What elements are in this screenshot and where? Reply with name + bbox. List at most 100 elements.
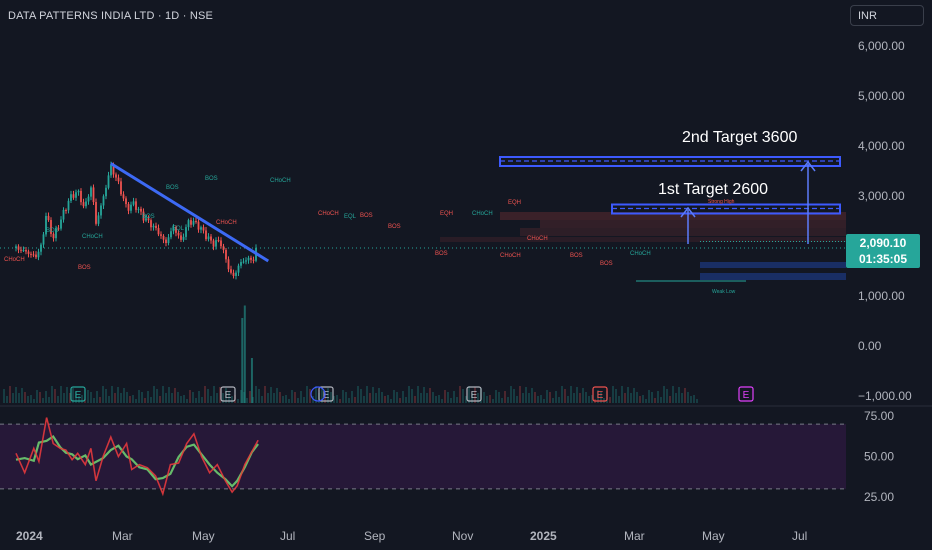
candle-body (232, 272, 235, 276)
smc-label-eqh: EQH (440, 211, 453, 217)
earnings-marker-label: E (597, 390, 604, 401)
candle-body (137, 208, 140, 210)
candle-body (120, 181, 122, 195)
candle-body (117, 177, 120, 182)
candle-body (52, 233, 55, 239)
candle-body (72, 194, 75, 198)
candle-body (47, 215, 50, 221)
candle-body (237, 265, 240, 273)
candle-body (77, 190, 80, 193)
last-price-value: 2,090.10 (859, 236, 907, 250)
smc-label-choch: CHoCH (4, 257, 25, 263)
candle-body (212, 240, 215, 247)
candle-body (197, 221, 200, 230)
smc-label-bos: BOS (78, 265, 91, 271)
earnings-marker (220, 386, 236, 402)
candle-body (160, 234, 162, 236)
price-tick-label: 6,000.00 (858, 39, 905, 53)
smc-label-bos: BOS (142, 214, 155, 220)
candle-body (152, 225, 155, 228)
candle-body (205, 230, 207, 240)
zone-box (440, 237, 846, 242)
last-price-badge: 2,090.10 01:35:05 (846, 234, 920, 268)
candle-body (107, 175, 110, 188)
candle-body (22, 250, 25, 252)
candle-body (157, 228, 160, 235)
time-tick-label: May (702, 529, 725, 543)
time-tick-label: May (192, 529, 215, 543)
target-2-arrowhead (800, 160, 816, 172)
bar-countdown: 01:35:05 (858, 252, 908, 266)
time-tick-label: Mar (112, 529, 133, 543)
candle-body (110, 164, 112, 176)
candle-body (62, 209, 65, 220)
rsi-tick-label: 50.00 (864, 450, 894, 464)
candle-body (27, 251, 30, 254)
zone-box (700, 262, 846, 268)
earnings-marker-label: E (225, 390, 232, 401)
candle-body (80, 190, 82, 203)
candle-body (190, 220, 192, 225)
candle-body (180, 235, 182, 240)
candle-body (225, 249, 227, 260)
candle-body (105, 187, 107, 197)
zone-box (700, 273, 846, 280)
candle-body (135, 201, 137, 210)
price-tick-label: 0.00 (858, 339, 882, 353)
smc-label-eqh: EQH (508, 200, 521, 206)
zone-box (540, 220, 846, 228)
candle-body (252, 259, 255, 261)
candle-body (235, 272, 237, 276)
smc-label-swing: Weak Low (712, 289, 736, 295)
earnings-marker (466, 386, 482, 402)
resistance-trendline (109, 162, 270, 263)
candle-body (155, 225, 157, 229)
smc-label-choch: CHoCH (500, 253, 521, 259)
candle-body (67, 200, 70, 211)
candle-body (192, 221, 195, 225)
candle-body (240, 262, 242, 266)
candle-body (250, 257, 252, 260)
smc-label-choch: CHoCH (472, 211, 493, 217)
candle-body (130, 204, 132, 211)
candle-body (75, 192, 77, 198)
candle-body (70, 194, 72, 201)
candle-body (97, 215, 100, 224)
candle-body (165, 239, 167, 244)
zone-box (520, 228, 846, 236)
candle-body (102, 196, 105, 206)
candle-body (145, 218, 147, 221)
earnings-marker-label: E (743, 390, 750, 401)
earnings-marker (738, 386, 754, 402)
candle-body (55, 228, 57, 239)
candle-body (202, 227, 205, 231)
candle-body (127, 204, 130, 211)
candle-body (170, 231, 172, 238)
candle-body (210, 236, 212, 241)
candle-body (195, 221, 197, 223)
candle-body (95, 202, 97, 224)
candle-body (50, 220, 52, 234)
target-1-label: 1st Target 2600 (658, 181, 768, 198)
price-tick-label: 4,000.00 (858, 139, 905, 153)
smc-label-choch: CHoCH (270, 178, 291, 184)
target-1-arrowhead (680, 206, 696, 218)
candle-body (230, 269, 232, 273)
candle-body (45, 215, 47, 235)
candle-body (37, 251, 40, 258)
currency-selector[interactable]: INR (850, 5, 924, 26)
rsi-ma-line (15, 434, 259, 488)
candle-body (245, 260, 247, 262)
candle-body (20, 249, 22, 251)
candle-body (220, 240, 222, 247)
smc-label-bos: BOS (600, 261, 613, 267)
smc-label-swing: Strong High (708, 199, 735, 205)
time-tick-label: Jul (280, 529, 295, 543)
price-tick-label: 5,000.00 (858, 89, 905, 103)
symbol-title: DATA PATTERNS INDIA LTD · 1D · NSE (8, 10, 214, 22)
candle-body (60, 219, 62, 229)
candle-body (90, 187, 92, 197)
time-tick-label: Sep (364, 529, 386, 543)
candle-body (187, 220, 190, 228)
